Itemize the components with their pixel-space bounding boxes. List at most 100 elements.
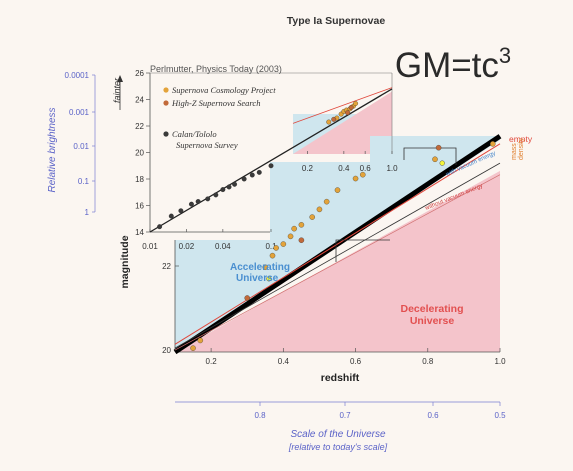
main-data-point bbox=[432, 156, 438, 163]
legend-label-calan: Calan/Tololo bbox=[172, 129, 217, 139]
inset-x-tick-label: 0.1 bbox=[265, 242, 277, 251]
main-x-tick-label: 0.6 bbox=[350, 357, 362, 366]
main-y-tick-label: 22 bbox=[162, 262, 171, 271]
inset-ylabel: fainter bbox=[112, 77, 122, 103]
main-y-tick-label: 20 bbox=[162, 346, 171, 355]
main-data-point bbox=[269, 252, 276, 259]
highlight-point bbox=[266, 276, 272, 282]
inset-data-point bbox=[331, 116, 337, 122]
legend-marker-highz bbox=[163, 100, 169, 106]
inset-y-tick-label: 24 bbox=[135, 96, 144, 105]
without-vacuum-label: without vacuum energy bbox=[424, 183, 484, 212]
main-x-tick-label: 0.4 bbox=[278, 357, 290, 366]
inset-citation: Perlmutter, Physics Today (2003) bbox=[150, 64, 282, 74]
accelerating-label-1: Accelerating bbox=[230, 262, 290, 273]
legend-label-scp: Supernova Cosmology Project bbox=[172, 85, 276, 95]
highlight-point bbox=[439, 160, 445, 166]
inset-x-tick-label: 0.02 bbox=[179, 242, 195, 251]
inset-y-tick-label: 20 bbox=[135, 149, 144, 158]
accelerating-label-2: Universe bbox=[236, 273, 279, 284]
main-data-point bbox=[291, 225, 297, 232]
main-data-point bbox=[280, 241, 287, 247]
inset-x-tick-label: 0.01 bbox=[142, 242, 158, 251]
inset-data-point bbox=[256, 169, 262, 175]
scale-tick-label: 0.6 bbox=[427, 411, 439, 420]
inset-decelerating-region bbox=[293, 91, 392, 154]
scale-axis-label: Scale of the Universe bbox=[290, 429, 385, 440]
legend-marker-scp bbox=[163, 87, 169, 93]
main-data-point bbox=[197, 337, 204, 344]
legend-label-highz: High-Z Supernova Search bbox=[171, 98, 260, 108]
connector-lower bbox=[335, 239, 390, 262]
inset-empty-line bbox=[292, 87, 393, 124]
main-data-point bbox=[190, 345, 196, 351]
main-data-point bbox=[323, 198, 330, 205]
main-data-point bbox=[273, 245, 279, 251]
inset-data-point bbox=[168, 213, 174, 219]
inset-data-point bbox=[348, 104, 354, 110]
main-x-tick-label: 1.0 bbox=[494, 357, 506, 366]
inset-x-tick-label: 1.0 bbox=[386, 164, 398, 173]
scale-tick-label: 0.8 bbox=[254, 411, 266, 420]
main-data-point bbox=[316, 206, 323, 213]
inset-data-point bbox=[241, 176, 247, 182]
main-x-tick-label: 0.8 bbox=[422, 357, 434, 366]
brightness-tick-label: 0.01 bbox=[73, 142, 89, 151]
main-data-point bbox=[262, 264, 269, 270]
scale-tick-label: 0.7 bbox=[339, 411, 351, 420]
brightness-tick-label: 0.1 bbox=[78, 177, 90, 186]
main-data-point bbox=[309, 214, 315, 220]
main-decelerating-region bbox=[175, 170, 500, 352]
inset-data-point bbox=[353, 101, 359, 106]
inset-x-tick-label: 0.2 bbox=[302, 164, 314, 173]
brightness-tick-label: 1 bbox=[85, 208, 90, 217]
inset-legend: Supernova Cosmology Project High-Z Super… bbox=[163, 85, 276, 150]
inset-data-point bbox=[188, 201, 194, 207]
inset-data-point bbox=[195, 199, 201, 204]
main-x-tick-label: 0.2 bbox=[206, 357, 218, 366]
inset-data-point bbox=[157, 224, 163, 230]
chart-title: Type Ia Supernovae bbox=[287, 15, 386, 27]
relative-brightness-label: Relative brightness bbox=[47, 107, 58, 192]
inset-data-point bbox=[232, 181, 238, 187]
main-data-point bbox=[490, 141, 496, 147]
main-data-point bbox=[287, 233, 294, 240]
main-data-point bbox=[352, 175, 359, 182]
main-data-point bbox=[298, 237, 305, 243]
headline: GM=tc3 bbox=[395, 43, 511, 85]
scale-tick-label: 0.5 bbox=[494, 411, 506, 420]
headline-superscript: 3 bbox=[499, 43, 511, 68]
main-data-point bbox=[334, 187, 341, 193]
main-data-point bbox=[244, 295, 250, 301]
decelerating-label-1: Decelerating bbox=[400, 303, 463, 315]
inset-y-tick-label: 16 bbox=[135, 202, 144, 211]
legend-label-calan-2: Supernova Survey bbox=[176, 140, 238, 150]
inset-data-point bbox=[226, 184, 232, 190]
main-data-point bbox=[360, 171, 366, 178]
brightness-tick-label: 0.001 bbox=[69, 108, 90, 117]
inset-x-tick-label: 0.04 bbox=[215, 242, 231, 251]
inset-y-tick-label: 26 bbox=[135, 69, 144, 78]
mass-label: mass bbox=[511, 143, 518, 160]
density-label: density bbox=[518, 137, 525, 160]
brightness-tick-label: 0.0001 bbox=[65, 71, 90, 80]
inset-x-tick-label: 0.4 bbox=[338, 164, 350, 173]
inset-x-tick-label: 0.6 bbox=[360, 164, 372, 173]
connector-upper bbox=[403, 147, 457, 165]
inset-data-point bbox=[249, 172, 255, 178]
main-data-point bbox=[435, 144, 442, 151]
inset-data-point bbox=[205, 196, 211, 202]
inset-data-point bbox=[213, 192, 219, 198]
fainter-arrowhead bbox=[117, 75, 123, 82]
inset-y-tick-label: 22 bbox=[135, 122, 144, 131]
with-vacuum-label: with vacuum energy bbox=[444, 151, 496, 179]
inset-data-point bbox=[345, 110, 351, 116]
inset-y-tick-label: 14 bbox=[135, 228, 144, 237]
decelerating-label-2: Universe bbox=[410, 315, 455, 327]
inset-data-point bbox=[178, 208, 184, 214]
mass-density-line bbox=[174, 174, 501, 351]
main-data-point bbox=[298, 222, 305, 228]
